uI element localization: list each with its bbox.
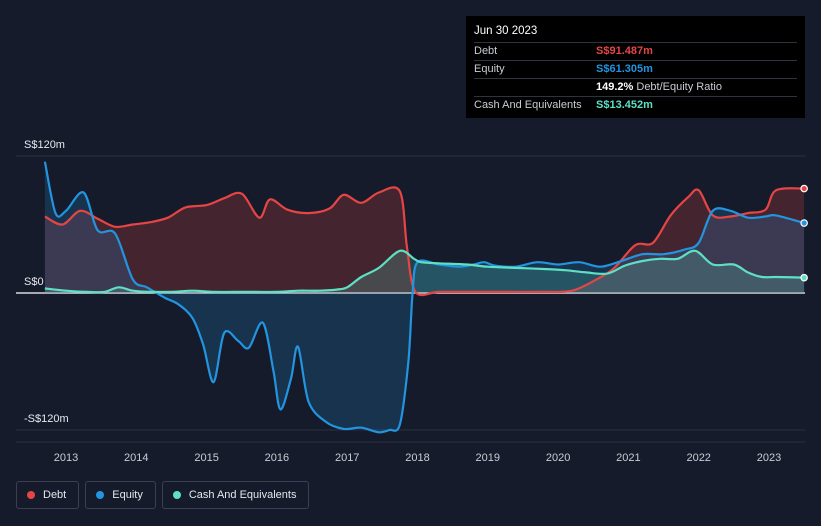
tooltip-row-debt: Debt S$91.487m [474, 42, 797, 60]
legend-dot-cash-icon [172, 491, 181, 499]
chart-areas [44, 161, 805, 433]
tooltip-date: Jun 30 2023 [474, 25, 538, 37]
tooltip-label-ratio [474, 79, 596, 96]
tooltip-row-ratio: 149.2% Debt/Equity Ratio [474, 78, 797, 96]
x-tick-label-2018: 2018 [405, 452, 429, 464]
legend-label-equity: Equity [112, 489, 143, 501]
x-tick-label-2016: 2016 [265, 452, 289, 464]
end-marker-debt [800, 184, 808, 193]
x-tick-label-2022: 2022 [686, 452, 710, 464]
x-tick-label-2019: 2019 [476, 452, 500, 464]
tooltip-label-debt: Debt [474, 45, 498, 57]
chart-lines [43, 161, 805, 434]
end-marker-equity [800, 219, 808, 227]
y-axis-labels: S$120m S$0 -S$120m [24, 139, 69, 425]
tooltip-ratio-suffix: Debt/Equity Ratio [636, 81, 722, 93]
legend-label-cash: Cash And Equivalents [188, 489, 297, 501]
legend-item-cash[interactable]: Cash And Equivalents [161, 481, 310, 509]
x-axis-labels: 2013 2014 2015 2016 2017 2018 2019 2020 2021 2022… [54, 452, 781, 464]
y-tick-label-1: S$0 [24, 276, 44, 288]
y-tick-label-0: S$120m [24, 139, 65, 151]
series-line-equity [43, 161, 805, 434]
x-tick-label-2020: 2020 [546, 452, 570, 464]
series-line-debt [44, 186, 805, 297]
legend-dot-debt-icon [27, 491, 35, 499]
legend-label-debt: Debt [43, 489, 67, 501]
tooltip-value-debt: S$91.487m [596, 45, 653, 57]
tooltip-label-equity: Equity [474, 63, 505, 75]
tooltip-label-cash: Cash And Equivalents [474, 99, 582, 111]
tooltip-ratio: 149.2% Debt/Equity Ratio [596, 79, 722, 96]
end-marker-cash [800, 273, 808, 282]
legend-dot-equity-icon [96, 491, 105, 499]
area-cash [44, 250, 805, 293]
area-equity [44, 161, 805, 433]
x-tick-label-2017: 2017 [335, 452, 359, 464]
tooltip-row-cash: Cash And Equivalents S$13.452m [474, 96, 797, 114]
legend-item-debt[interactable]: Debt [16, 481, 80, 509]
y-tick-label-2: -S$120m [24, 413, 69, 425]
tooltip-value-equity: S$61.305m [596, 63, 653, 75]
chart-end-markers [800, 184, 808, 282]
chart-legend: Debt Equity Cash And Equivalents [16, 481, 315, 509]
chart-grid [16, 155, 805, 443]
x-tick-label-2013: 2013 [54, 452, 78, 464]
x-tick-label-2014: 2014 [124, 452, 148, 464]
tooltip-panel: Jun 30 2023 Debt S$91.487m Equity S$61.3… [466, 16, 805, 118]
x-tick-label-2021: 2021 [616, 452, 640, 464]
x-tick-label-2023: 2023 [757, 452, 781, 464]
tooltip-value-ratio: 149.2% [596, 81, 634, 93]
tooltip-value-cash: S$13.452m [596, 99, 653, 111]
legend-item-equity[interactable]: Equity [85, 481, 156, 509]
tooltip-row-equity: Equity S$61.305m [474, 60, 797, 78]
series-line-cash [44, 249, 805, 294]
x-tick-label-2015: 2015 [194, 452, 218, 464]
